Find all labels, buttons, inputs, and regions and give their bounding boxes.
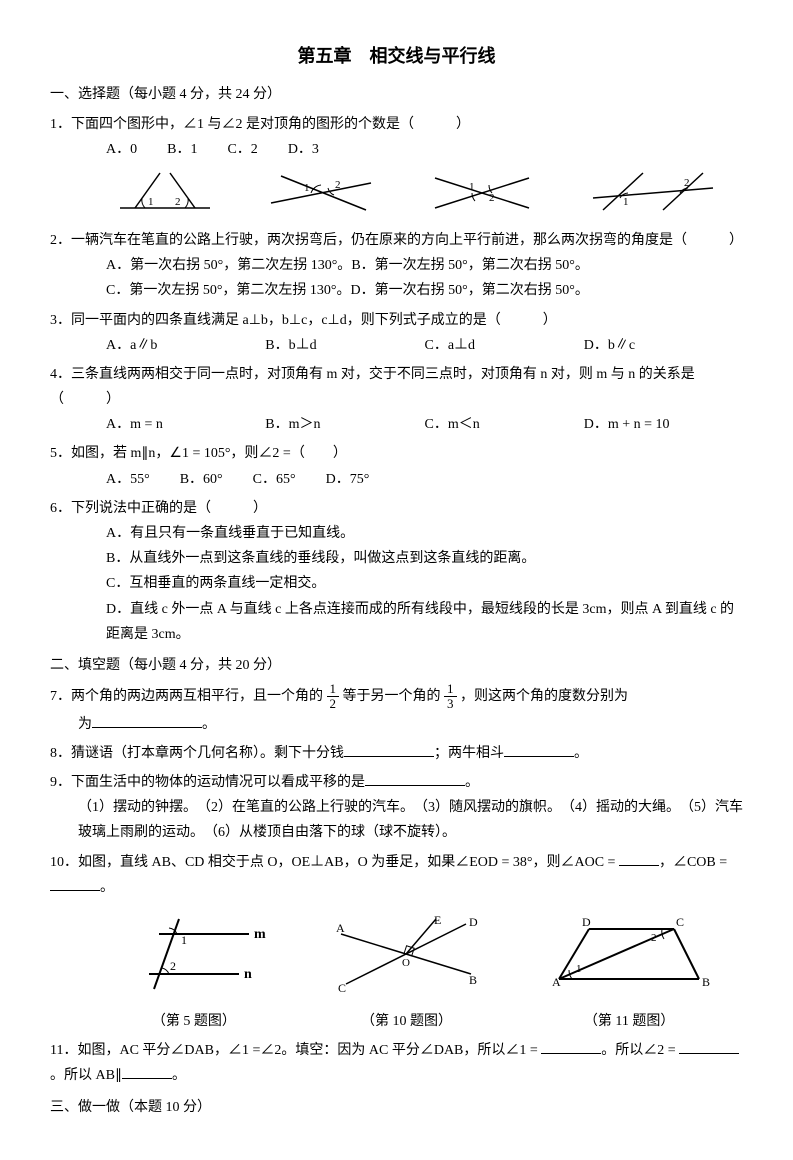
svg-text:m: m	[254, 927, 266, 942]
q11: 11．如图，AC 平分∠DAB，∠1 =∠2。填空：因为 AC 平分∠DAB，所…	[50, 1038, 743, 1088]
q6-A: A．有且只有一条直线垂直于已知直线。	[50, 521, 743, 546]
section-1-header: 一、选择题（每小题 4 分，共 24 分）	[50, 82, 743, 107]
q7-blank-line: 为。	[50, 712, 743, 737]
q8: 8．猜谜语（打本章两个几何名称）。剩下十分钱；两牛相斗。	[50, 741, 743, 766]
q2-stem: 2．一辆汽车在笔直的公路上行驶，两次拐弯后，仍在原来的方向上平行前进，那么两次拐…	[50, 228, 743, 253]
q5-options: A．55° B．60° C．65° D．75°	[50, 467, 743, 492]
q4-C: C．m＜n	[425, 412, 584, 437]
q5-B: B．60°	[180, 467, 223, 492]
q5-stem: 5．如图，若 m∥n，∠1 = 105°，则∠2 =（ ）	[50, 441, 743, 466]
q3-D: D．b∥c	[584, 333, 743, 358]
svg-text:A: A	[552, 975, 561, 989]
q5-C: C．65°	[253, 467, 296, 492]
svg-text:n: n	[244, 967, 252, 982]
figure-captions: （第 5 题图） （第 10 题图） （第 11 题图）	[50, 1009, 743, 1034]
svg-text:D: D	[469, 915, 478, 929]
svg-text:2: 2	[489, 192, 495, 204]
svg-text:B: B	[702, 975, 710, 989]
svg-text:D: D	[582, 915, 591, 929]
q2-line1: A．第一次右拐 50°，第二次左拐 130°。B．第一次左拐 50°，第二次右拐…	[50, 253, 743, 278]
q4-A: A．m = n	[106, 412, 265, 437]
svg-text:B: B	[469, 973, 477, 987]
q1-fig-a: 1 2	[115, 168, 215, 218]
svg-text:O: O	[402, 957, 410, 969]
q1-C: C．2	[227, 137, 257, 162]
svg-text:A: A	[336, 921, 345, 935]
fraction-half: 12	[327, 682, 340, 712]
section-2-header: 二、填空题（每小题 4 分，共 20 分）	[50, 653, 743, 678]
cap-10: （第 10 题图）	[326, 1009, 486, 1034]
q4-D: D．m + n = 10	[584, 412, 743, 437]
svg-text:C: C	[676, 915, 684, 929]
q3-B: B．b⊥d	[265, 333, 424, 358]
svg-text:2: 2	[335, 179, 341, 191]
svg-text:1: 1	[304, 182, 310, 194]
q1-fig-c: 1 2	[427, 168, 537, 218]
q4-stem: 4．三条直线两两相交于同一点时，对顶角有 m 对，交于不同三点时，对顶角有 n …	[50, 362, 743, 412]
q3-C: C．a⊥d	[425, 333, 584, 358]
q1-options: A．0 B．1 C．2 D．3	[50, 137, 743, 162]
q7: 7．两个角的两边两两互相平行，且一个角的 12 等于另一个角的 13 ，则这两个…	[50, 682, 743, 712]
svg-text:1: 1	[469, 181, 475, 193]
q4-options: A．m = n B．m＞n C．m＜n D．m + n = 10	[50, 412, 743, 437]
svg-text:2: 2	[684, 177, 690, 189]
page-title: 第五章 相交线与平行线	[50, 40, 743, 72]
fraction-third: 13	[444, 682, 457, 712]
svg-text:1: 1	[181, 933, 187, 947]
svg-text:1: 1	[623, 196, 629, 208]
svg-text:1: 1	[148, 196, 154, 208]
q3-stem: 3．同一平面内的四条直线满足 a⊥b，b⊥c，c⊥d，则下列式子成立的是（ ）	[50, 308, 743, 333]
svg-text:2: 2	[651, 932, 657, 944]
cap-5: （第 5 题图）	[119, 1009, 269, 1034]
bottom-figures: 1 2 m n A B C D E O A B C D 1 2	[50, 914, 743, 999]
q5-A: A．55°	[106, 467, 150, 492]
svg-text:C: C	[338, 981, 346, 995]
section-3-header: 三、做一做（本题 10 分）	[50, 1095, 743, 1120]
q1-stem: 1．下面四个图形中，∠1 与∠2 是对顶角的图形的个数是（ ）	[50, 112, 743, 137]
q2-line2: C．第一次左拐 50°，第二次左拐 130°。D．第一次右拐 50°，第二次右拐…	[50, 278, 743, 303]
q4-B: B．m＞n	[265, 412, 424, 437]
q1-B: B．1	[167, 137, 197, 162]
q6-B: B．从直线外一点到这条直线的垂线段，叫做这点到这条直线的距离。	[50, 546, 743, 571]
q9-stem: 9．下面生活中的物体的运动情况可以看成平移的是。	[50, 770, 743, 795]
q6-D: D．直线 c 外一点 A 与直线 c 上各点连接而成的所有线段中，最短线段的长是…	[50, 597, 743, 647]
svg-text:2: 2	[175, 196, 181, 208]
q6-stem: 6．下列说法中正确的是（ ）	[50, 496, 743, 521]
q1-D: D．3	[288, 137, 319, 162]
q5-figure: 1 2 m n	[119, 914, 269, 994]
q1-fig-d: 1 2	[588, 168, 718, 218]
q9-items: （1）摆动的钟摆。 （2）在笔直的公路上行驶的汽车。 （3）随风摆动的旗帜。 （…	[50, 795, 743, 845]
svg-text:E: E	[434, 913, 441, 927]
q1-A: A．0	[106, 137, 137, 162]
q1-figures: 1 2 1 2 1 2 1 2	[50, 168, 743, 218]
q10-figure: A B C D E O	[326, 914, 486, 999]
q3-A: A．a∥b	[106, 333, 265, 358]
cap-11: （第 11 题图）	[544, 1009, 714, 1034]
q1-fig-b: 1 2	[266, 168, 376, 218]
q3-options: A．a∥b B．b⊥d C．a⊥d D．b∥c	[50, 333, 743, 358]
q10: 10．如图，直线 AB、CD 相交于点 O，OE⊥AB，O 为垂足，如果∠EOD…	[50, 850, 743, 900]
svg-text:1: 1	[576, 963, 582, 975]
q5-D: D．75°	[326, 467, 370, 492]
q6-C: C．互相垂直的两条直线一定相交。	[50, 571, 743, 596]
svg-text:2: 2	[170, 959, 176, 973]
q11-figure: A B C D 1 2	[544, 914, 714, 994]
